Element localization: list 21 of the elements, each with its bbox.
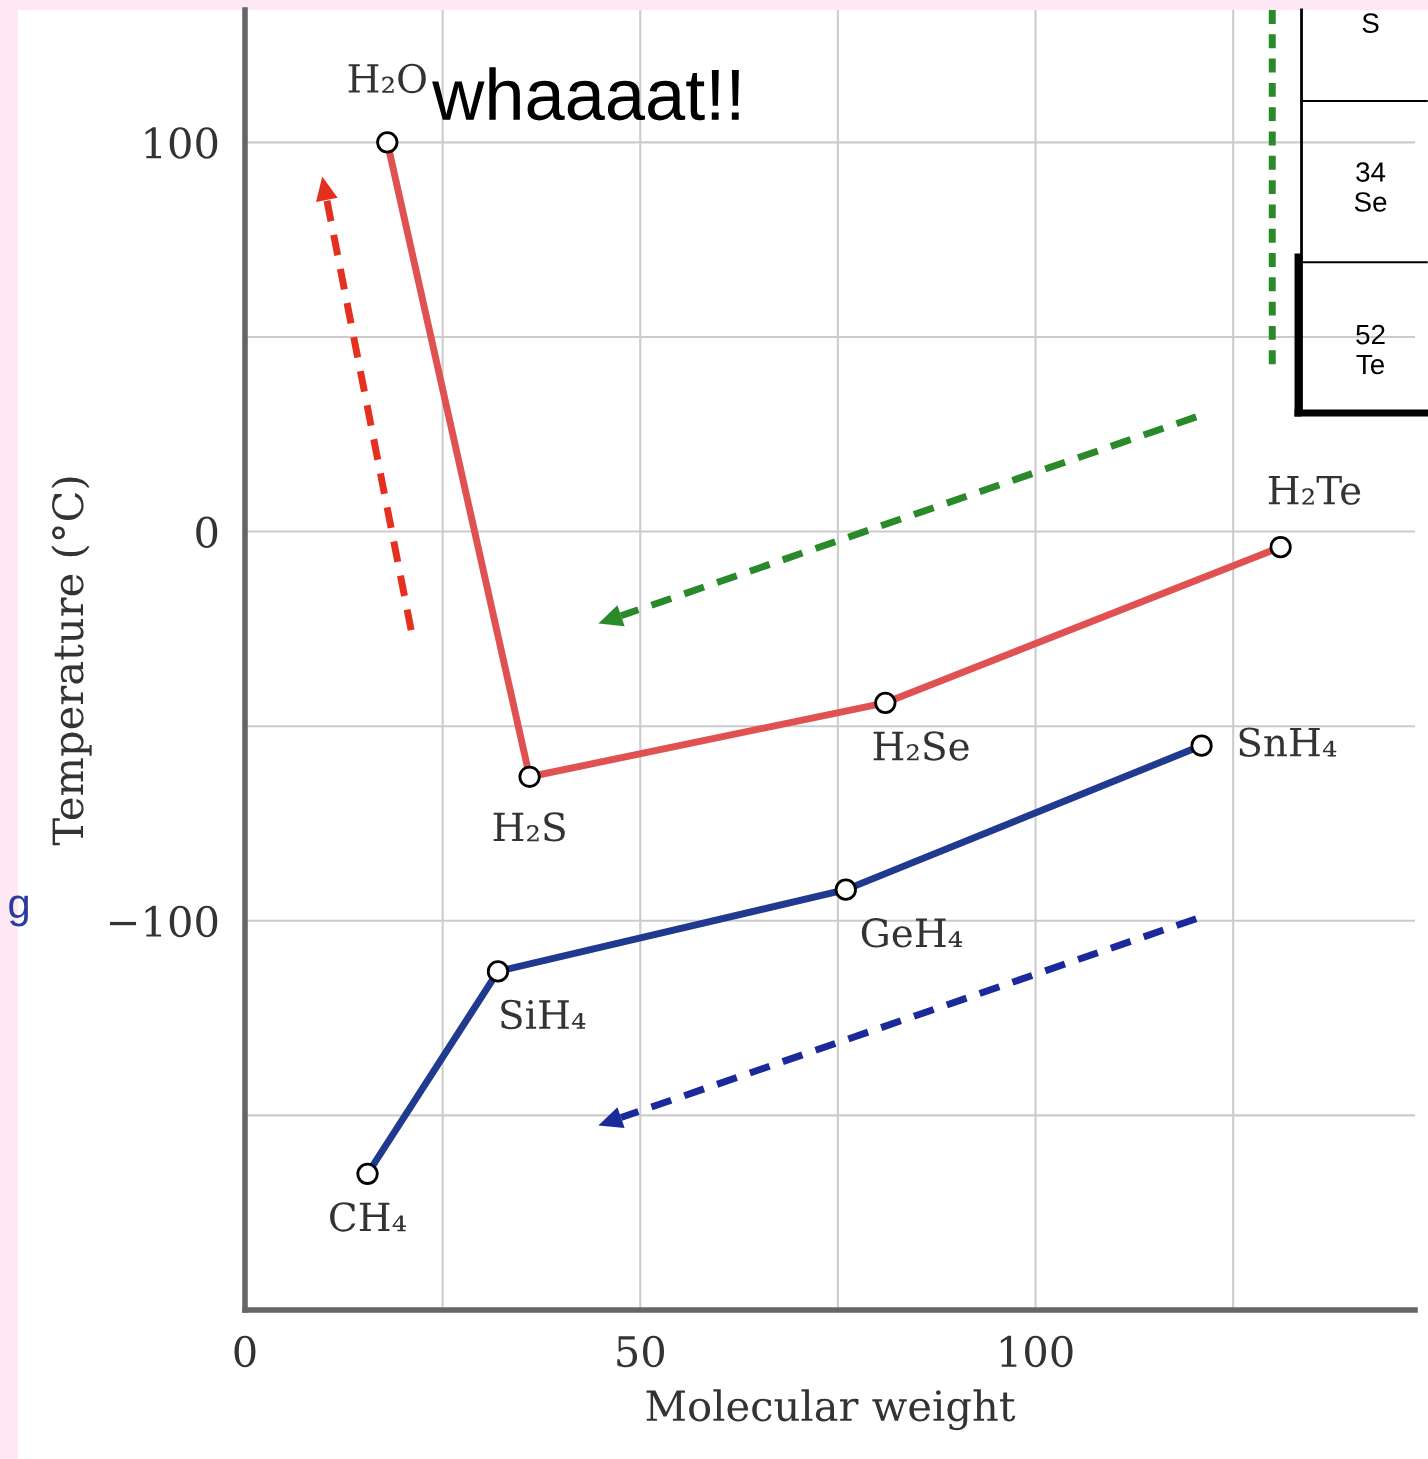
annotation: H₂S <box>493 812 565 842</box>
annotation: GeH₄ <box>861 918 963 948</box>
text: g <box>9 895 28 927</box>
annotation: H₂O <box>348 63 426 94</box>
annotation: S <box>1362 13 1379 33</box>
annotation: 52 Te <box>1356 324 1385 375</box>
y-tick-label: −100 <box>109 905 218 938</box>
annotation: 34 Se <box>1354 162 1387 212</box>
annotation: H₂Te <box>1268 475 1361 505</box>
x-tick-label: 100 <box>1000 1335 1073 1368</box>
annotation: SnH₄ <box>1239 727 1337 757</box>
x-tick-label: 0 <box>234 1335 256 1368</box>
y-tick-label: 100 <box>145 127 218 159</box>
annotation: H₂Se <box>873 731 969 761</box>
x-tick-label: 50 <box>617 1335 665 1368</box>
annotation: SiH₄ <box>501 999 586 1030</box>
y-tick-label: 0 <box>196 516 218 548</box>
annotation: CH₄ <box>330 1202 406 1232</box>
x-axis-title: Molecular weight <box>646 1389 1016 1431</box>
annotation: whaaaat!! <box>432 67 739 121</box>
y-axis-title: Temperature (°C) <box>51 477 92 846</box>
